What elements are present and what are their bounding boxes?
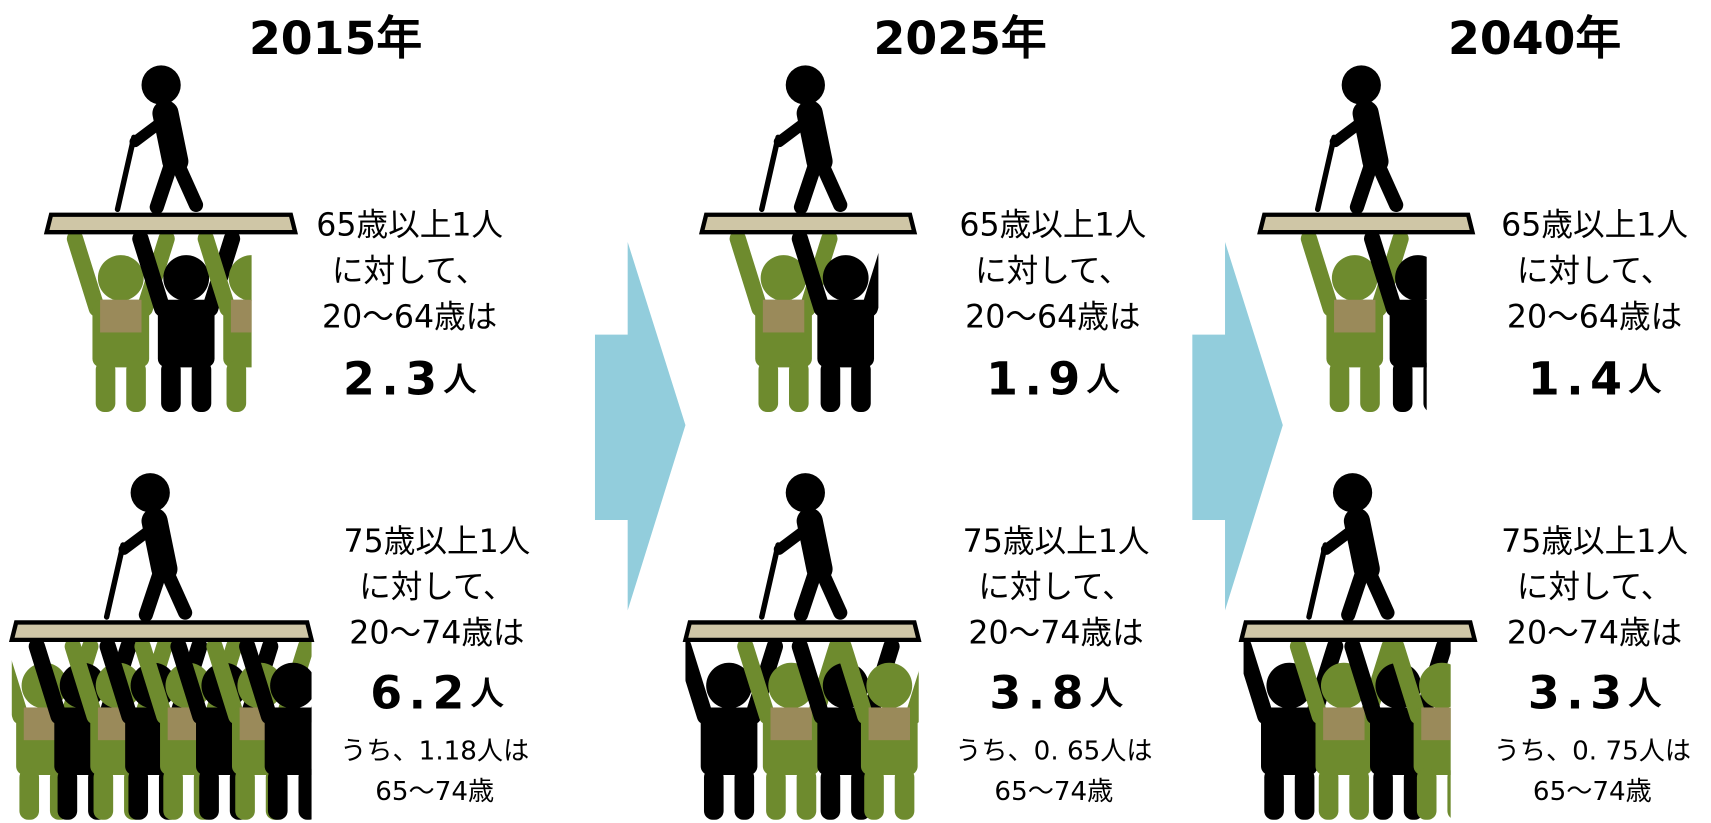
ratio-number: 2.3 <box>343 352 444 405</box>
platform <box>12 622 312 639</box>
caption-line: 65歳以上1人 <box>316 208 503 244</box>
ratio-unit: 人 <box>471 674 504 712</box>
ratio-unit: 人 <box>1629 674 1662 712</box>
infographic: 2015年65歳以上1人に対して、20～64歳は2.3人75歳以上1人に対して、… <box>0 0 1711 823</box>
year-title: 2025年 <box>874 12 1047 65</box>
supporters <box>738 239 892 412</box>
note-line: うち、1.18人は <box>340 737 529 767</box>
caption-line: 20～64歳は <box>1507 299 1682 335</box>
caption-line: 20～64歳は <box>965 299 1140 335</box>
supporter-icon <box>1372 239 1464 412</box>
note-line: 65～74歳 <box>994 777 1113 807</box>
ratio-unit: 人 <box>444 361 477 399</box>
supporters <box>0 646 339 819</box>
ratio-unit: 人 <box>1087 361 1120 399</box>
year-title: 2040年 <box>1448 12 1621 65</box>
supporters <box>75 239 297 412</box>
caption-line: に対して、 <box>332 254 488 290</box>
ratio: 3.8人 <box>989 666 1123 719</box>
ratio: 6.2人 <box>370 666 504 719</box>
caption-line: 20～74歳は <box>968 615 1143 651</box>
arrow <box>595 242 685 610</box>
caption-line: に対して、 <box>978 570 1134 606</box>
caption-line: に対して、 <box>359 570 515 606</box>
caption-line: に対して、 <box>975 254 1131 290</box>
ratio: 3.3人 <box>1528 666 1662 719</box>
elder-icon <box>762 473 840 617</box>
supporter-icon <box>206 239 298 412</box>
platform <box>685 622 918 639</box>
platform <box>47 215 296 232</box>
caption-line: 65歳以上1人 <box>959 208 1146 244</box>
ratio-number: 1.4 <box>1528 352 1629 405</box>
note-line: 65～74歳 <box>1533 777 1652 807</box>
year-title: 2015年 <box>249 12 422 65</box>
caption-line: 75歳以上1人 <box>1501 524 1688 560</box>
note-line: 65～74歳 <box>375 777 494 807</box>
ratio-number: 6.2 <box>370 666 471 719</box>
supporter-icon <box>800 239 892 412</box>
elder-icon <box>1309 473 1387 617</box>
ratio-unit: 人 <box>1090 674 1123 712</box>
caption-line: 20～74歳は <box>1507 615 1682 651</box>
ratio: 2.3人 <box>343 352 477 405</box>
ratio: 1.9人 <box>986 352 1120 405</box>
caption-line: 20～64歳は <box>322 299 497 335</box>
elder-icon <box>762 65 840 209</box>
caption-line: に対して、 <box>1517 254 1673 290</box>
caption-line: 20～74歳は <box>349 615 524 651</box>
supporters <box>683 646 935 819</box>
supporters <box>1244 646 1488 819</box>
caption-line: 75歳以上1人 <box>963 524 1150 560</box>
elder-icon <box>107 473 185 617</box>
ratio-number: 3.3 <box>1528 666 1629 719</box>
elder-icon <box>1318 65 1396 209</box>
supporters <box>1309 239 1464 412</box>
platform <box>1260 215 1473 232</box>
ratio: 1.4人 <box>1528 352 1662 405</box>
caption-line: 75歳以上1人 <box>344 524 531 560</box>
elder-icon <box>118 65 196 209</box>
ratio-number: 1.9 <box>986 352 1087 405</box>
ratio-number: 3.8 <box>989 666 1090 719</box>
arrow <box>1192 242 1282 610</box>
platform <box>702 215 915 232</box>
note-line: うち、0. 75人は <box>1494 737 1691 767</box>
note-line: うち、0. 65人は <box>955 737 1152 767</box>
platform <box>1241 622 1474 639</box>
caption-line: 65歳以上1人 <box>1501 208 1688 244</box>
ratio-unit: 人 <box>1629 361 1662 399</box>
caption-line: に対して、 <box>1517 570 1673 606</box>
